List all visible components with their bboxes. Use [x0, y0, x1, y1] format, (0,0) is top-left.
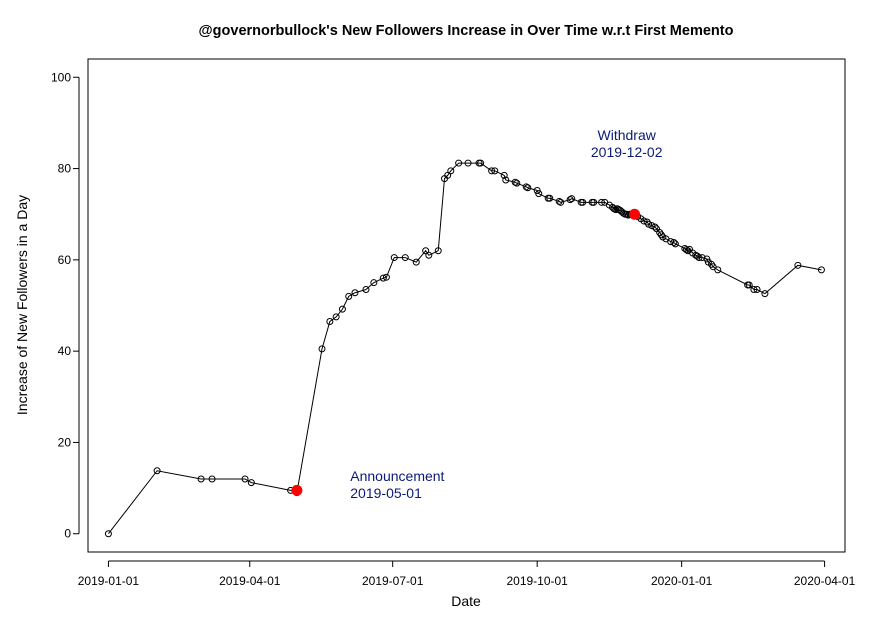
highlight-point: [629, 208, 641, 220]
data-point: [533, 186, 541, 194]
data-point: [535, 190, 543, 198]
x-tick-label: 2019-07-01: [362, 574, 424, 588]
data-point: [640, 217, 648, 225]
data-point: [477, 159, 485, 167]
data-point: [695, 254, 703, 262]
data-point: [401, 254, 409, 262]
data-point: [382, 273, 390, 281]
data-point: [590, 198, 598, 206]
data-point: [491, 167, 499, 175]
data-point: [566, 196, 574, 204]
data-point: [379, 274, 387, 282]
y-tick-label: 60: [58, 253, 72, 267]
data-point: [500, 171, 508, 179]
data-point: [671, 240, 679, 248]
data-point: [651, 223, 659, 231]
data-point: [370, 279, 378, 287]
data-point: [455, 159, 463, 167]
x-tick-label: 2019-01-01: [78, 574, 140, 588]
x-tick-label: 2020-04-01: [794, 574, 856, 588]
y-tick-label: 20: [58, 435, 72, 449]
data-point: [464, 159, 472, 167]
data-point: [557, 198, 565, 206]
data-point: [412, 258, 420, 266]
data-point: [522, 183, 530, 191]
data-point: [104, 530, 112, 538]
data-point: [693, 252, 701, 260]
data-point: [546, 194, 554, 202]
data-point: [612, 206, 620, 214]
y-axis: 0 20 40 60 80 100: [51, 70, 80, 541]
data-point: [241, 475, 249, 483]
data-point: [511, 178, 519, 186]
data-point: [794, 261, 802, 269]
x-tick-label: 2019-10-01: [506, 574, 568, 588]
data-point: [709, 263, 717, 271]
data-point: [345, 292, 353, 300]
data-point: [714, 266, 722, 274]
annotation-text: Announcement: [350, 468, 444, 484]
x-axis: 2019-01-01 2019-04-01 2019-07-01 2019-10-01…: [78, 560, 856, 588]
data-point: [753, 286, 761, 294]
data-point: [197, 475, 205, 483]
data-point: [598, 198, 606, 206]
data-point: [670, 239, 678, 247]
data-point: [610, 205, 618, 213]
data-point: [332, 313, 340, 321]
data-point: [422, 247, 430, 255]
highlight-points: [291, 208, 641, 496]
data-point: [362, 286, 370, 294]
data-point: [208, 475, 216, 483]
data-point: [153, 467, 161, 475]
annotation-text: Withdraw: [598, 127, 657, 143]
x-tick-label: 2019-04-01: [219, 574, 281, 588]
data-point: [648, 222, 656, 230]
data-point: [761, 290, 769, 298]
data-point: [568, 195, 576, 203]
data-point: [390, 254, 398, 262]
y-tick-label: 0: [64, 527, 71, 541]
data-point: [488, 167, 496, 175]
data-point: [698, 254, 706, 262]
data-point: [351, 289, 359, 297]
data-point: [750, 286, 758, 294]
data-point: [247, 479, 255, 487]
x-axis-label: Date: [451, 593, 481, 609]
data-point: [502, 176, 510, 184]
data-point: [434, 247, 442, 255]
data-point: [579, 198, 587, 206]
data-point: [703, 255, 711, 263]
annotation-text: 2019-05-01: [350, 485, 422, 501]
annotation-text: 2019-12-02: [591, 144, 663, 160]
data-point: [645, 220, 653, 228]
x-tick-label: 2020-01-01: [651, 574, 713, 588]
highlight-point: [291, 484, 303, 496]
y-tick-label: 80: [58, 162, 72, 176]
series-points: [104, 159, 825, 538]
plot-frame: [87, 58, 846, 553]
chart-title: @governorbullock's New Followers Increas…: [199, 23, 734, 39]
data-point: [318, 345, 326, 353]
y-tick-label: 40: [58, 344, 72, 358]
y-axis-label: Increase of New Followers in a Day: [14, 195, 30, 415]
data-point: [444, 171, 452, 179]
data-point: [682, 246, 690, 254]
data-point: [817, 266, 825, 274]
data-point: [338, 305, 346, 313]
data-point: [425, 251, 433, 259]
y-tick-label: 100: [51, 70, 71, 84]
data-point: [513, 179, 521, 187]
data-point: [745, 281, 753, 289]
data-point: [555, 197, 563, 205]
data-point: [447, 167, 455, 175]
data-point: [326, 317, 334, 325]
data-point: [524, 184, 532, 192]
